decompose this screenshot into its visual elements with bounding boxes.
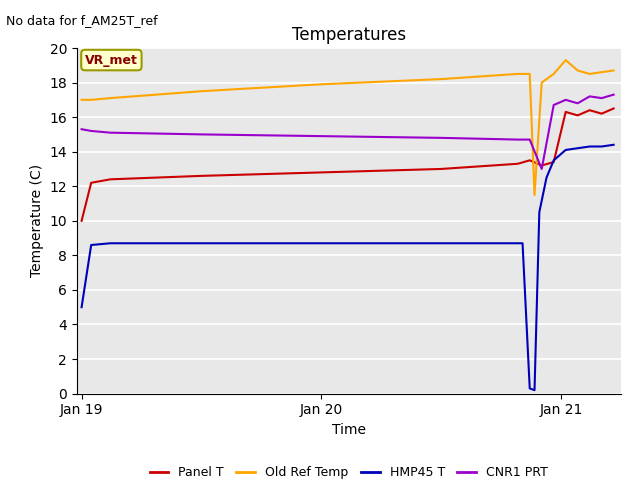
HMP45 T — [550, 157, 557, 163]
Panel T — [586, 108, 593, 113]
Old Ref Temp — [198, 88, 205, 94]
CNR1 PRT — [538, 166, 545, 172]
Old Ref Temp — [598, 69, 605, 75]
Panel T — [538, 163, 545, 168]
HMP45 T — [586, 144, 593, 149]
CNR1 PRT — [198, 132, 205, 137]
Old Ref Temp — [77, 97, 85, 103]
Line: HMP45 T: HMP45 T — [81, 145, 614, 390]
Y-axis label: Temperature (C): Temperature (C) — [30, 164, 44, 277]
Panel T — [574, 112, 582, 118]
HMP45 T — [562, 147, 570, 153]
Old Ref Temp — [526, 71, 534, 77]
HMP45 T — [106, 240, 114, 246]
Panel T — [598, 111, 605, 117]
Old Ref Temp — [586, 71, 593, 77]
Old Ref Temp — [87, 97, 95, 103]
Old Ref Temp — [317, 82, 325, 87]
CNR1 PRT — [77, 126, 85, 132]
Legend: Panel T, Old Ref Temp, HMP45 T, CNR1 PRT: Panel T, Old Ref Temp, HMP45 T, CNR1 PRT — [145, 461, 553, 480]
Panel T — [514, 161, 522, 167]
HMP45 T — [598, 144, 605, 149]
HMP45 T — [543, 175, 550, 180]
HMP45 T — [87, 242, 95, 248]
Old Ref Temp — [531, 192, 538, 198]
Old Ref Temp — [574, 68, 582, 73]
HMP45 T — [198, 240, 205, 246]
Panel T — [317, 169, 325, 175]
CNR1 PRT — [550, 102, 557, 108]
Panel T — [198, 173, 205, 179]
HMP45 T — [531, 387, 538, 393]
HMP45 T — [574, 145, 582, 151]
Panel T — [526, 157, 534, 163]
Title: Temperatures: Temperatures — [292, 25, 406, 44]
Panel T — [87, 180, 95, 186]
CNR1 PRT — [586, 94, 593, 99]
CNR1 PRT — [317, 133, 325, 139]
HMP45 T — [610, 142, 618, 148]
CNR1 PRT — [106, 130, 114, 135]
Panel T — [437, 166, 445, 172]
Old Ref Temp — [514, 71, 522, 77]
CNR1 PRT — [514, 137, 522, 143]
CNR1 PRT — [598, 95, 605, 101]
Old Ref Temp — [106, 95, 114, 101]
HMP45 T — [77, 304, 85, 310]
HMP45 T — [514, 240, 522, 246]
CNR1 PRT — [562, 97, 570, 103]
CNR1 PRT — [574, 100, 582, 106]
Panel T — [550, 159, 557, 165]
CNR1 PRT — [437, 135, 445, 141]
CNR1 PRT — [610, 92, 618, 97]
HMP45 T — [437, 240, 445, 246]
Text: No data for f_AM25T_ref: No data for f_AM25T_ref — [6, 14, 158, 27]
Line: Panel T: Panel T — [81, 108, 614, 221]
Line: CNR1 PRT: CNR1 PRT — [81, 95, 614, 169]
Old Ref Temp — [610, 68, 618, 73]
Panel T — [106, 177, 114, 182]
Panel T — [77, 218, 85, 224]
Text: VR_met: VR_met — [85, 54, 138, 67]
Panel T — [610, 106, 618, 111]
Old Ref Temp — [538, 80, 545, 85]
HMP45 T — [317, 240, 325, 246]
Panel T — [562, 109, 570, 115]
Old Ref Temp — [562, 57, 570, 63]
Old Ref Temp — [550, 71, 557, 77]
HMP45 T — [526, 385, 534, 391]
HMP45 T — [518, 240, 526, 246]
CNR1 PRT — [87, 128, 95, 134]
Line: Old Ref Temp: Old Ref Temp — [81, 60, 614, 195]
Old Ref Temp — [437, 76, 445, 82]
HMP45 T — [536, 209, 543, 215]
X-axis label: Time: Time — [332, 423, 366, 437]
CNR1 PRT — [526, 137, 534, 143]
